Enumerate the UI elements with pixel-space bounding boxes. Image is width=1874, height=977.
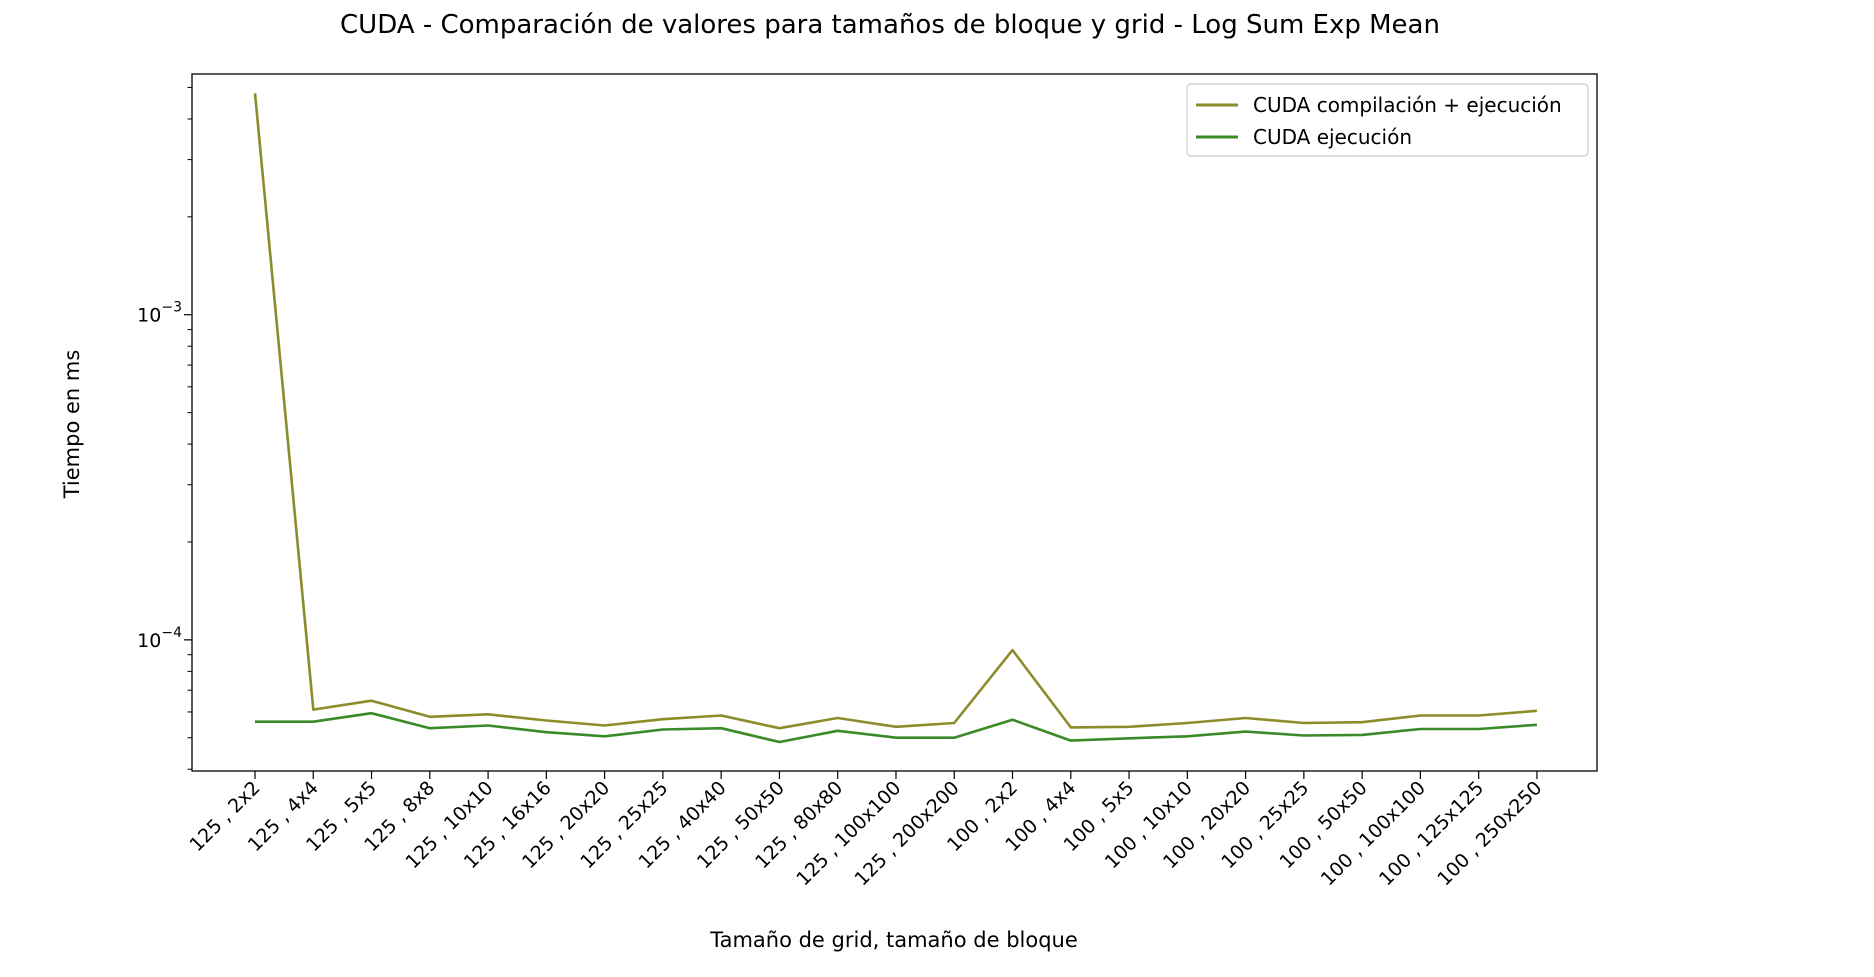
series-line-ejecucion [255,711,1537,744]
legend-label-compilacion: CUDA compilación + ejecución [1253,93,1562,117]
x-tick-label: 100 , 100x100 [1317,777,1430,890]
x-tick-label: 125 , 200x200 [851,777,964,890]
x-axis-label: Tamaño de grid, tamaño de bloque [709,928,1078,952]
x-tick-label: 125 , 100x100 [792,777,905,890]
plot-frame [191,73,1598,772]
x-tick-label: 100 , 125x125 [1375,777,1488,890]
legend-box [1186,83,1589,157]
chart-title: CUDA - Comparación de valores para tamañ… [340,10,1440,40]
x-tick-label: 100 , 250x250 [1433,777,1546,890]
y-tick-label: 10−3 [137,300,182,327]
y-axis: 10−3 10−4 [137,86,192,770]
plot-area [192,74,1597,771]
legend: CUDA compilación + ejecución CUDA ejecuc… [1186,83,1589,157]
series-line-compilacion [253,93,1538,730]
series-lines [253,93,1538,744]
y-axis-label: Tiempo en ms [60,350,84,500]
y-tick-label: 10−4 [137,625,182,652]
legend-label-ejecucion: CUDA ejecución [1253,125,1412,149]
